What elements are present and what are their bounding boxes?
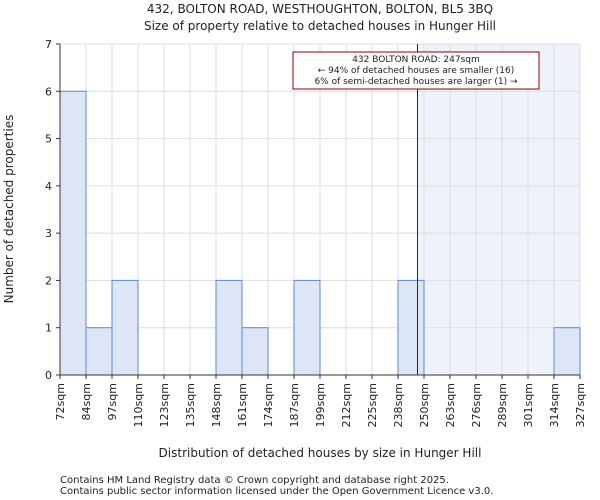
x-tick-label-161sqm: 161sqm	[236, 383, 249, 427]
x-tick-label-174sqm: 174sqm	[262, 383, 275, 427]
x-tick-label-123sqm: 123sqm	[158, 383, 171, 427]
x-tick-label-72sqm: 72sqm	[54, 383, 67, 420]
x-axis-label: Distribution of detached houses by size …	[159, 446, 482, 460]
chart-title-line1: 432, BOLTON ROAD, WESTHOUGHTON, BOLTON, …	[147, 2, 493, 16]
x-tick-label-301sqm: 301sqm	[522, 383, 535, 427]
annotation-box: 432 BOLTON ROAD: 247sqm ← 94% of detache…	[292, 51, 540, 90]
bar-97sqm	[111, 279, 139, 376]
x-tick-label-135sqm: 135sqm	[184, 383, 197, 427]
y-tick-label-5: 5	[45, 133, 52, 146]
y-tick-label-1: 1	[45, 322, 52, 335]
bar-72sqm	[59, 90, 87, 376]
x-tick-label-327sqm: 327sqm	[574, 383, 587, 427]
highlight-region	[417, 44, 580, 375]
annotation-line-1: 432 BOLTON ROAD: 247sqm	[352, 55, 480, 65]
y-tick-label-6: 6	[45, 85, 52, 98]
x-tick-label-110sqm: 110sqm	[132, 383, 145, 427]
footer-line2: Contains public sector information licen…	[60, 486, 493, 497]
annotation-box-border	[292, 51, 540, 90]
x-tick-label-84sqm: 84sqm	[80, 383, 93, 420]
bar-314sqm	[553, 327, 581, 376]
x-tick-label-212sqm: 212sqm	[340, 383, 353, 427]
y-tick-label-7: 7	[45, 38, 52, 51]
x-tick-label-199sqm: 199sqm	[314, 383, 327, 427]
x-tick-label-276sqm: 276sqm	[470, 383, 483, 427]
footer-line1: Contains HM Land Registry data © Crown c…	[60, 475, 449, 486]
x-tick-label-238sqm: 238sqm	[392, 383, 405, 427]
x-tick-label-97sqm: 97sqm	[106, 383, 119, 420]
x-tick-label-263sqm: 263sqm	[444, 383, 457, 427]
x-tick-label-187sqm: 187sqm	[288, 383, 301, 427]
y-tick-label-2: 2	[45, 274, 52, 287]
x-tick-label-314sqm: 314sqm	[548, 383, 561, 427]
y-tick-label-4: 4	[45, 180, 52, 193]
bar-187sqm	[293, 279, 321, 376]
annotation-line-2: ← 94% of detached houses are smaller (16…	[318, 66, 515, 76]
y-tick-label-0: 0	[45, 369, 52, 382]
bar-84sqm	[85, 327, 113, 376]
chart-title-line2: Size of property relative to detached ho…	[144, 19, 496, 33]
annotation-line-3: 6% of semi-detached houses are larger (1…	[314, 77, 518, 87]
x-tick-label-148sqm: 148sqm	[210, 383, 223, 427]
y-tick-label-3: 3	[45, 227, 52, 240]
x-tick-label-289sqm: 289sqm	[496, 383, 509, 427]
x-tick-label-225sqm: 225sqm	[366, 383, 379, 427]
bar-238sqm	[397, 279, 425, 376]
bar-161sqm	[241, 327, 269, 376]
y-axis-label: Number of detached properties	[2, 115, 16, 304]
x-tick-label-250sqm: 250sqm	[418, 383, 431, 427]
bar-148sqm	[215, 279, 243, 376]
